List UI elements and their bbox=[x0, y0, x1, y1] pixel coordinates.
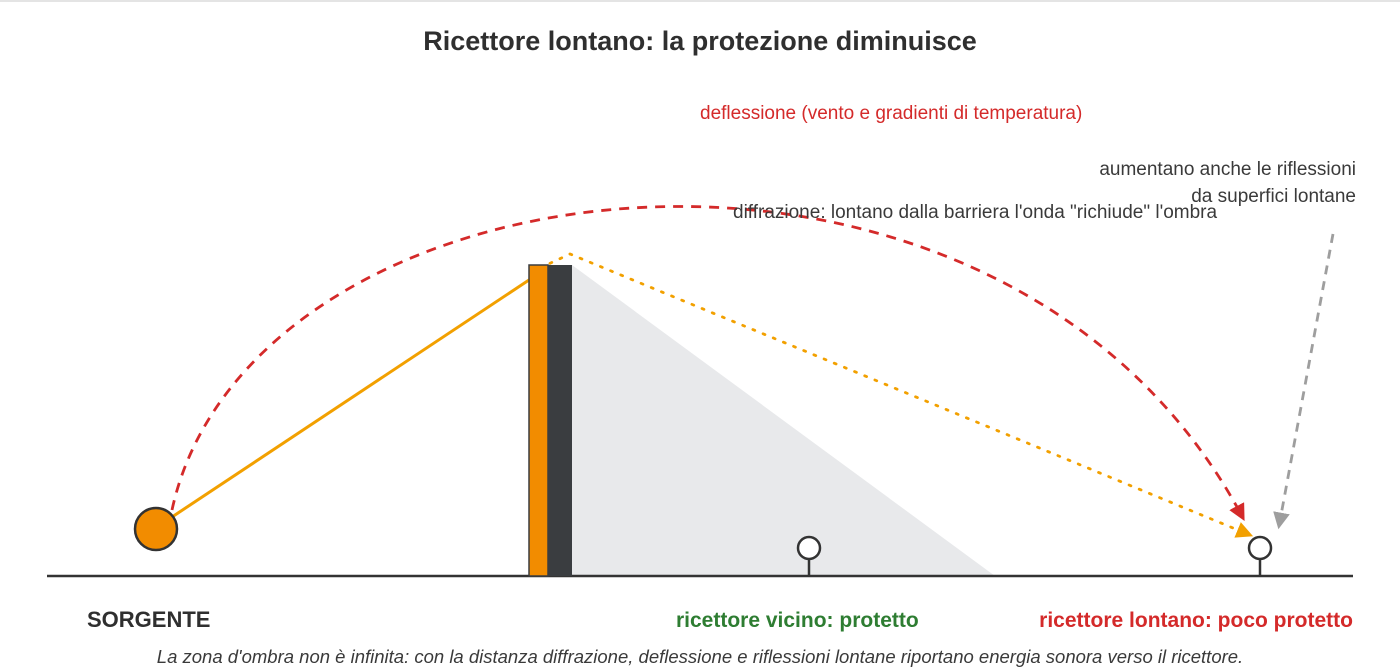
caption: La zona d'ombra non è infinita: con la d… bbox=[156, 646, 1244, 667]
sound-source bbox=[133, 506, 179, 552]
page-title: Ricettore lontano: la protezione diminui… bbox=[423, 26, 977, 56]
direct-ray bbox=[171, 274, 536, 519]
near-receiver bbox=[796, 535, 822, 576]
reflections-label: aumentano anche le riflessioni da superf… bbox=[1099, 156, 1356, 210]
far-receiver bbox=[1247, 535, 1273, 576]
diffraction-path bbox=[538, 252, 1254, 538]
source-label: SORGENTE bbox=[87, 607, 211, 632]
barrier-front bbox=[528, 264, 549, 577]
deflection-label: deflessione (vento e gradienti di temper… bbox=[700, 103, 1083, 124]
deflection-path bbox=[170, 205, 1245, 521]
barrier-back bbox=[548, 265, 572, 576]
diffraction-label: diffrazione: lontano dalla barriera l'on… bbox=[733, 202, 1218, 223]
top-divider bbox=[0, 0, 1400, 2]
reflections-label-line2: da superfici lontane bbox=[1191, 186, 1356, 207]
shadow-zone bbox=[572, 265, 995, 576]
near-receiver-label: ricettore vicino: protetto bbox=[676, 609, 919, 632]
reflection-path bbox=[1273, 233, 1335, 530]
far-receiver-label: ricettore lontano: poco protetto bbox=[1039, 609, 1353, 632]
reflections-label-line1: aumentano anche le riflessioni bbox=[1099, 159, 1356, 180]
